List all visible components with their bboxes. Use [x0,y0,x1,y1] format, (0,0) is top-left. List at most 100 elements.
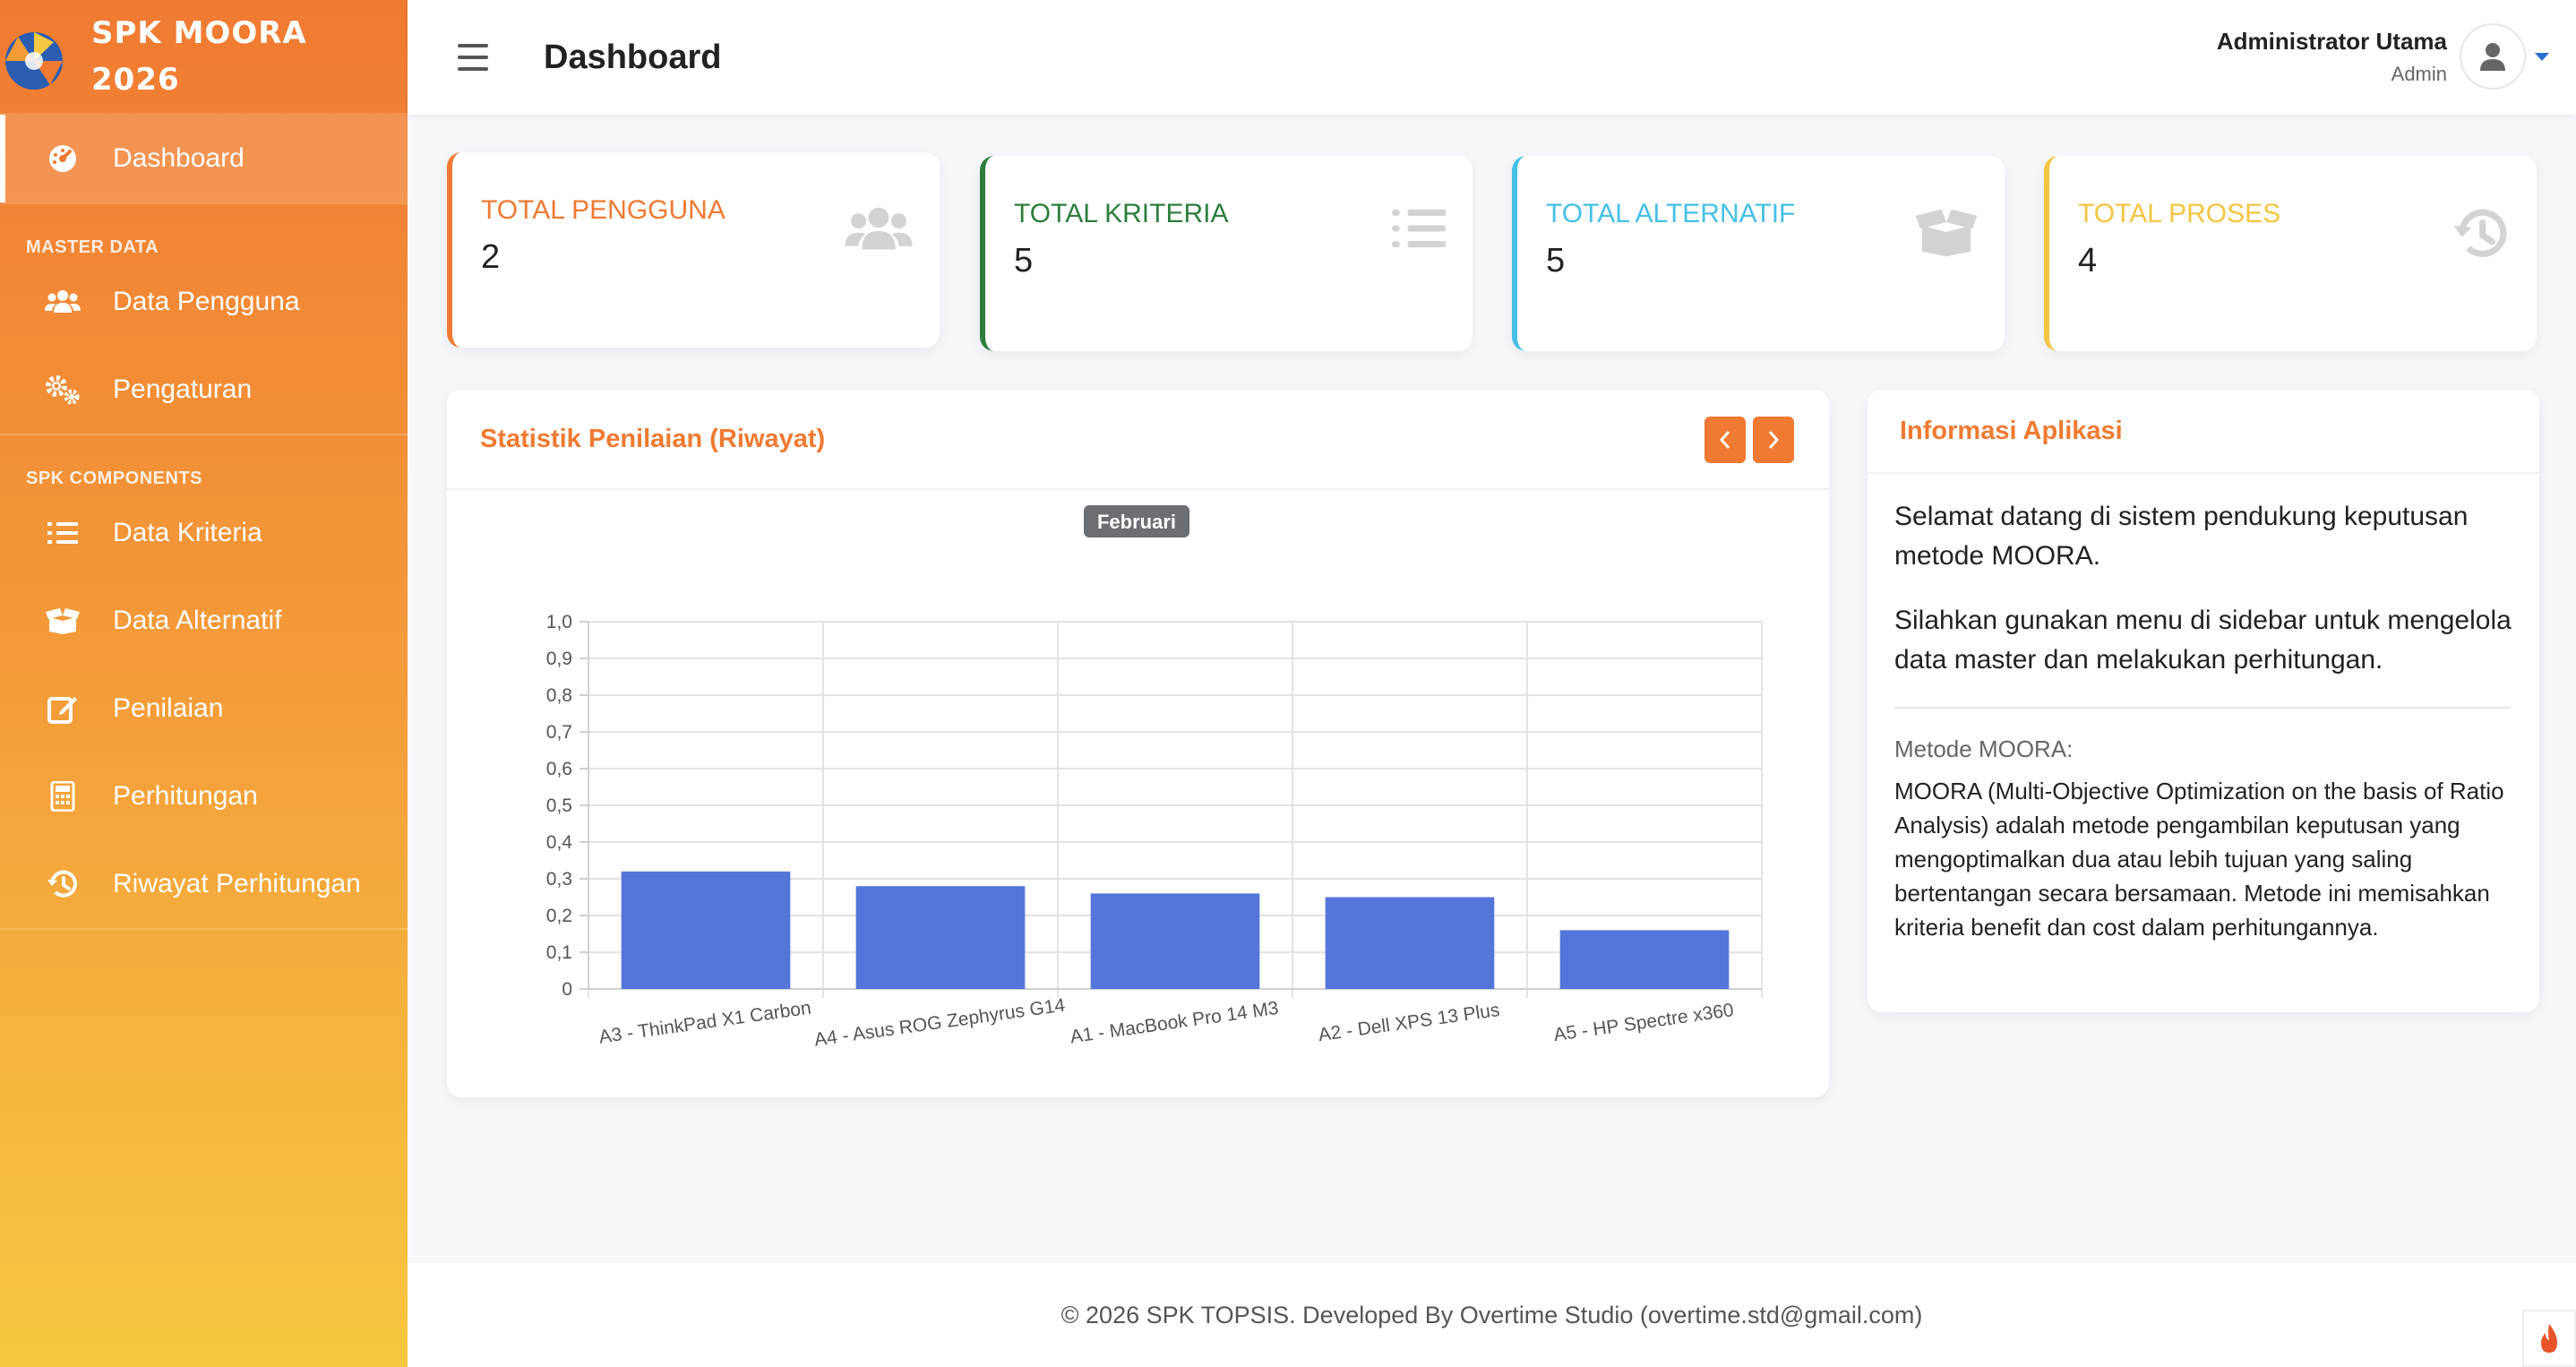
sidebar-item-label: Perhitungan [113,781,258,811]
y-tick-label: 0,2 [546,906,572,926]
stat-card-total-kriteria: TOTAL KRITERIA 5 [980,156,1473,351]
bar [1090,893,1260,989]
stat-card-total-alternatif: TOTAL ALTERNATIF 5 [1512,156,2005,351]
edit-icon [45,691,81,726]
flame-icon[interactable] [2522,1310,2576,1367]
list-icon [45,515,81,551]
sidebar-item-perhitungan[interactable]: Perhitungan [0,752,408,840]
brand[interactable]: SPK MOORA 2026 [0,0,408,115]
topbar: Dashboard Administrator Utama Admin [408,0,2576,115]
stat-label: TOTAL PROSES [2078,199,2281,228]
users-icon [845,202,913,261]
bar [855,886,1026,989]
sidebar-item-data-alternatif[interactable]: Data Alternatif [0,577,408,665]
user-name: Administrator Utama [2216,27,2447,55]
sidebar-divider [0,928,408,930]
footer-text: © 2026 SPK TOPSIS. Developed By Overtime… [1060,1301,1923,1328]
chart-card: Statistik Penilaian (Riwayat) Februari 0 0… [447,390,1829,1097]
sidebar-item-label: Data Alternatif [113,606,282,635]
users-icon [45,284,81,320]
menu-toggle-icon[interactable] [458,44,488,71]
chevron-left-icon [1719,431,1730,449]
info-card-title: Informasi Aplikasi [1900,416,2123,445]
sidebar-heading-spk-components: SPK COMPONENTS [26,469,203,488]
x-tick-label: A1 - MacBook Pro 14 M3 [1069,998,1280,1047]
chevron-down-icon[interactable] [2535,52,2549,61]
prev-button[interactable] [1704,417,1746,463]
y-tick-label: 1,0 [546,612,572,632]
next-button[interactable] [1753,417,1794,463]
user-role: Admin [2391,62,2447,85]
brand-line-2: 2026 [91,62,180,98]
info-divider [1894,707,2511,709]
x-tick-label: A4 - Asus ROG Zephyrus G14 [813,994,1067,1050]
user-icon [2480,43,2505,71]
sidebar: SPK MOORA 2026 Dashboard MASTER DATA Dat… [0,0,408,1367]
sidebar-item-label: Data Pengguna [113,287,300,316]
y-tick-label: 0,3 [546,869,572,890]
sidebar-item-data-pengguna[interactable]: Data Pengguna [0,258,408,346]
sidebar-item-pengaturan[interactable]: Pengaturan [0,346,408,434]
y-tick-label: 0,9 [546,649,572,669]
y-tick-label: 0,7 [546,722,572,743]
y-tick-label: 0,5 [546,795,572,816]
y-tick-label: 0,1 [546,942,572,963]
box-open-icon [45,603,81,639]
sidebar-item-label: Riwayat Perhitungan [113,869,361,898]
chart-title-badge [1084,505,1189,537]
info-paragraph: Selamat datang di sistem pendukung keput… [1894,502,2469,571]
page-title: Dashboard [544,38,722,76]
history-icon [2452,206,2510,266]
sidebar-heading-master-data: MASTER DATA [26,237,159,257]
stat-label: TOTAL PENGGUNA [481,195,726,225]
stat-card-total-pengguna: TOTAL PENGGUNA 2 [447,152,940,348]
bar [1559,930,1730,989]
bar-chart: Februari 0 0,1 0,2 0,3 0,4 0,5 0,6 0,7 0,8 0,9 1,0 A… [546,505,1763,1051]
chart-card-header: Statistik Penilaian (Riwayat) [447,390,1829,490]
brand-logo-icon [0,12,72,101]
stat-value: 4 [2078,242,2098,279]
method-description: MOORA (Multi-Objective Optimization on t… [1894,778,2504,941]
box-open-icon [1915,206,1978,262]
stat-value: 2 [481,238,501,276]
chart-card-title: Statistik Penilaian (Riwayat) [480,424,826,453]
calculator-icon [45,778,81,814]
sidebar-item-penilaian[interactable]: Penilaian [0,665,408,752]
y-tick-label: 0,8 [546,685,572,706]
sidebar-item-riwayat-perhitungan[interactable]: Riwayat Perhitungan [0,840,408,928]
stat-label: TOTAL KRITERIA [1014,199,1229,228]
stat-label: TOTAL ALTERNATIF [1546,199,1796,228]
history-icon [45,866,81,902]
stat-value: 5 [1546,242,1566,279]
sidebar-item-dashboard[interactable]: Dashboard [0,115,408,202]
sidebar-item-label: Dashboard [113,143,245,173]
avatar[interactable] [2460,23,2526,90]
x-tick-label: A2 - Dell XPS 13 Plus [1317,1000,1500,1045]
sidebar-item-label: Data Kriteria [113,518,262,547]
info-card-header: Informasi Aplikasi [1868,390,2539,474]
sidebar-item-data-kriteria[interactable]: Data Kriteria [0,489,408,577]
bar [621,871,791,989]
x-tick-label: A3 - ThinkPad X1 Carbon [597,998,812,1048]
info-card: Informasi Aplikasi Selamat datang di sis… [1868,390,2539,1012]
sidebar-item-label: Penilaian [113,693,224,723]
info-paragraph: Silahkan gunakan menu di sidebar untuk m… [1894,606,2512,675]
stat-card-total-proses: TOTAL PROSES 4 [2044,156,2537,351]
footer: © 2026 SPK TOPSIS. Developed By Overtime… [408,1263,2576,1367]
sidebar-divider [0,434,408,435]
method-label: Metode MOORA: [1894,735,2074,762]
sidebar-divider [0,202,408,204]
info-card-body: Selamat datang di sistem pendukung keput… [1868,474,2539,944]
user-menu[interactable]: Administrator Utama Admin [2217,23,2549,90]
bar [1325,897,1495,989]
y-tick-label: 0 [562,979,572,1000]
stat-value: 5 [1014,242,1034,279]
y-tick-label: 0,4 [546,832,573,853]
gears-icon [45,372,81,408]
tachometer-icon [45,141,81,176]
list-icon [1392,206,1446,255]
brand-line-1: SPK MOORA [91,15,307,51]
x-tick-label: A5 - HP Spectre x360 [1552,1000,1735,1045]
sidebar-item-label: Pengaturan [113,374,253,404]
chart-title: Februari [1097,511,1176,533]
